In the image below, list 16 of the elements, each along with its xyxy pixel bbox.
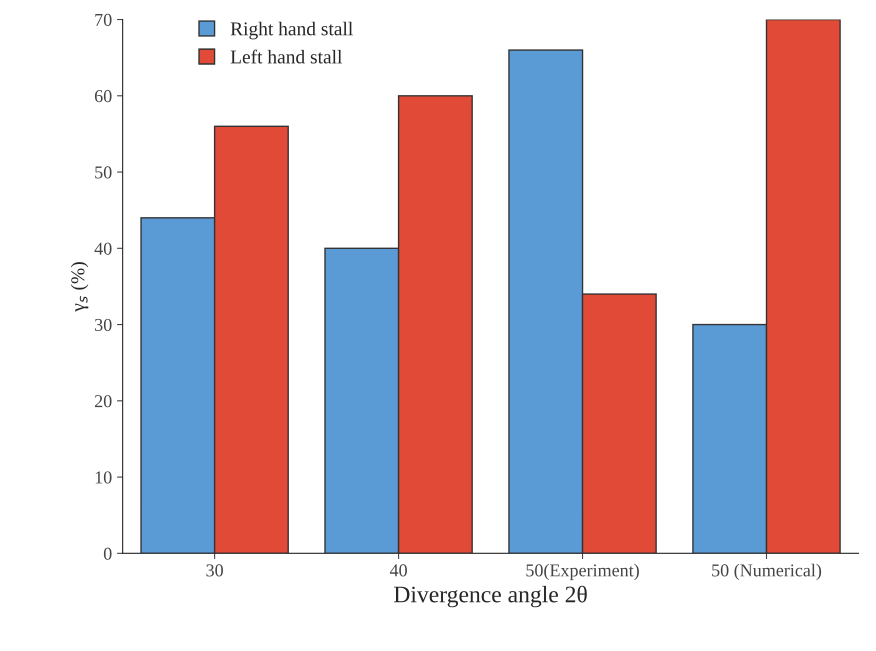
y-tick-label: 0 <box>104 548 112 560</box>
legend-label: Left hand stall <box>230 50 342 64</box>
x-tick-label: 50(Experiment) <box>526 564 639 580</box>
y-tick-label: 40 <box>94 242 112 255</box>
y-tick-label: 60 <box>94 90 112 102</box>
y-tick-label: 10 <box>96 471 112 484</box>
y-tick-label: 50 <box>95 166 112 178</box>
y-tick-label: 20 <box>94 395 112 408</box>
x-axis-title: Divergence angle 2θ <box>394 586 587 608</box>
x-tick-label: 50 (Numerical) <box>712 564 822 580</box>
y-tick-label: 70 <box>95 14 112 26</box>
x-tick-label: 30 <box>206 564 223 576</box>
legend-label: Right hand stall <box>230 22 353 40</box>
y-tick-label: 30 <box>95 318 112 332</box>
y-axis-title: γ$_{s}$ (%) <box>70 262 88 312</box>
x-tick-label: 40 <box>390 564 407 576</box>
